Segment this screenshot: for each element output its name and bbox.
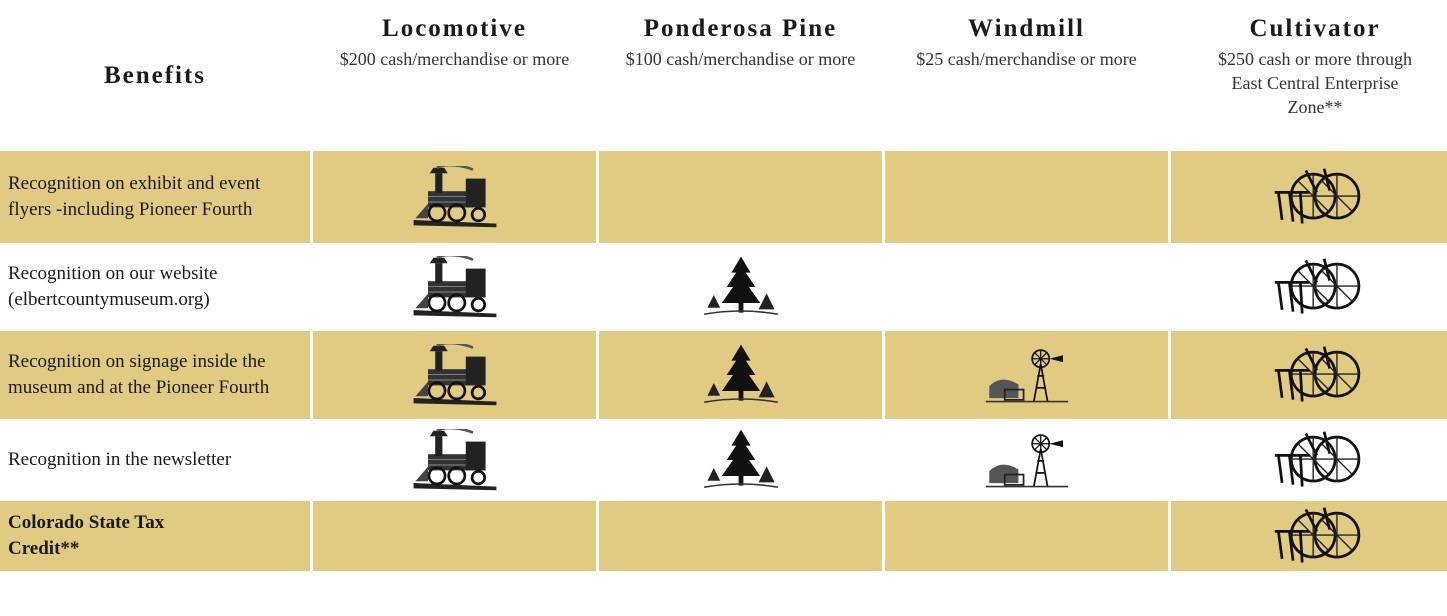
benefit-row: Recognition on exhibit and event flyers …	[0, 151, 1447, 243]
cell	[1171, 331, 1447, 419]
cell	[1171, 422, 1447, 498]
tier-header: Cultivator $250 cash or more through East…	[1171, 3, 1447, 148]
cultivator-icon	[1269, 255, 1361, 319]
pine-icon	[701, 343, 781, 407]
cell	[313, 331, 596, 419]
benefit-row: Colorado State Tax Credit**	[0, 501, 1447, 571]
cultivator-icon	[1269, 343, 1361, 407]
tier-header: Locomotive $200 cash/merchandise or more	[313, 3, 596, 148]
locomotive-icon	[410, 256, 500, 319]
benefits-header: Benefits	[0, 3, 310, 148]
tier-price: $250 cash or more through East Central E…	[1179, 47, 1447, 119]
cell	[313, 422, 596, 498]
windmill-icon	[984, 430, 1070, 490]
cell	[885, 151, 1168, 243]
cell	[599, 501, 882, 571]
benefit-row: Recognition on our website (elbertcounty…	[0, 246, 1447, 328]
pine-icon	[701, 428, 781, 492]
page: {"header": {"benefits": "Benefits", "tie…	[0, 0, 1447, 616]
benefit-label: Recognition in the newsletter	[0, 422, 310, 498]
cell	[885, 501, 1168, 571]
tier-name: Locomotive	[321, 15, 588, 43]
cell	[885, 246, 1168, 328]
cell	[313, 246, 596, 328]
cell	[885, 422, 1168, 498]
benefits-table: Benefits Locomotive $200 cash/merchandise…	[0, 0, 1447, 574]
cultivator-icon	[1269, 428, 1361, 492]
locomotive-icon	[410, 344, 500, 407]
tier-price: $100 cash/merchandise or more	[607, 47, 874, 71]
cell	[599, 331, 882, 419]
cell	[599, 151, 882, 243]
windmill-icon	[984, 345, 1070, 405]
benefit-label: Recognition on our website (elbertcounty…	[0, 246, 310, 328]
benefit-label: Recognition on signage inside the museum…	[0, 331, 310, 419]
tier-name: Windmill	[893, 15, 1160, 43]
benefit-row: Recognition on signage inside the museum…	[0, 331, 1447, 419]
cell	[599, 422, 882, 498]
cell	[1171, 151, 1447, 243]
cultivator-icon	[1269, 504, 1361, 568]
tier-price: $25 cash/merchandise or more	[893, 47, 1160, 71]
cultivator-icon	[1269, 165, 1361, 229]
benefit-label: Colorado State Tax Credit**	[0, 501, 310, 571]
pine-icon	[701, 255, 781, 319]
tier-price: $200 cash/merchandise or more	[321, 47, 588, 71]
tier-header: Windmill $25 cash/merchandise or more	[885, 3, 1168, 148]
benefit-label: Recognition on exhibit and event flyers …	[0, 151, 310, 243]
cell	[1171, 246, 1447, 328]
cell	[313, 501, 596, 571]
locomotive-icon	[410, 429, 500, 492]
cell	[1171, 501, 1447, 571]
benefit-row: Recognition in the newsletter	[0, 422, 1447, 498]
header-row: Benefits Locomotive $200 cash/merchandise…	[0, 3, 1447, 148]
locomotive-icon	[410, 166, 500, 229]
benefit-text: Colorado State Tax Credit**	[8, 510, 168, 562]
tier-name: Ponderosa Pine	[607, 15, 874, 43]
cell	[599, 246, 882, 328]
tier-name: Cultivator	[1179, 15, 1447, 43]
tier-header: Ponderosa Pine $100 cash/merchandise or m…	[599, 3, 882, 148]
cell	[313, 151, 596, 243]
cell	[885, 331, 1168, 419]
